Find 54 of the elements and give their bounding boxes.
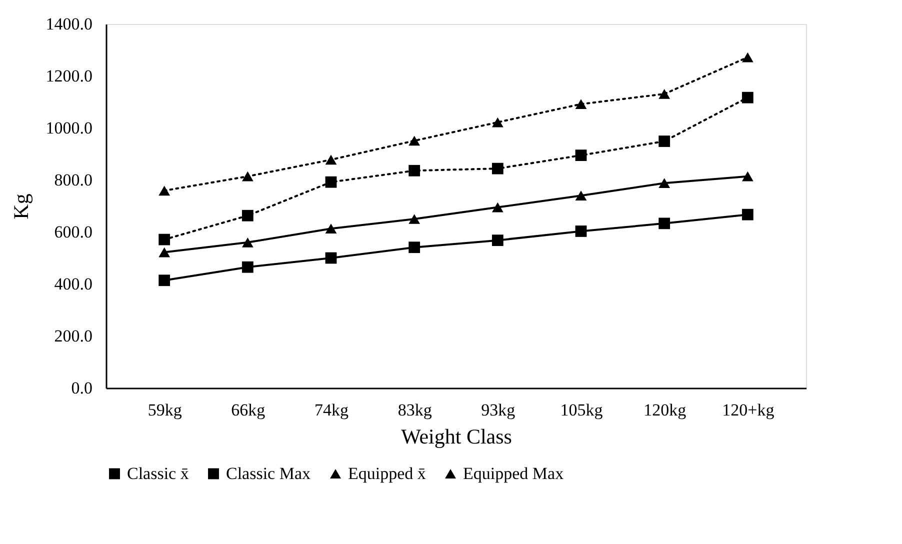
point [408, 136, 420, 146]
x-tick-label: 93kg [481, 400, 516, 420]
point [575, 99, 587, 110]
x-tick-label: 83kg [398, 400, 432, 420]
point [492, 117, 504, 128]
point [492, 162, 504, 174]
legend-label: Classic x̄ [127, 464, 190, 483]
x-tick-label: 120kg [644, 400, 687, 420]
point [158, 247, 170, 258]
y-tick-label: 400.0 [54, 274, 92, 294]
point [325, 154, 337, 165]
point [742, 52, 754, 62]
y-tick-label: 0.0 [71, 378, 92, 398]
point [242, 237, 254, 248]
point [242, 210, 254, 222]
point [492, 202, 504, 212]
point [575, 190, 587, 201]
y-tick-label: 800.0 [54, 170, 92, 190]
y-axis-title: Kg [8, 193, 33, 220]
point [408, 214, 420, 224]
point [575, 226, 587, 237]
x-tick-label: 105kg [560, 400, 604, 420]
point [742, 171, 754, 182]
x-axis-title: Weight Class [401, 424, 512, 448]
point [242, 171, 254, 182]
point [158, 186, 170, 196]
point [242, 261, 254, 273]
point [408, 164, 420, 176]
x-tick-label: 120+kg [722, 400, 775, 420]
point [658, 89, 670, 99]
point [742, 92, 754, 104]
point [575, 150, 587, 161]
legend-label: Equipped Max [463, 464, 564, 483]
point [325, 252, 337, 264]
y-tick-label: 1200.0 [46, 66, 92, 86]
point [742, 208, 754, 220]
point [325, 224, 337, 234]
point [492, 234, 504, 246]
y-tick-label: 1400.0 [46, 14, 92, 34]
y-tick-label: 1000.0 [46, 118, 92, 138]
y-tick-label: 600.0 [54, 222, 92, 242]
x-tick-label: 66kg [231, 400, 266, 420]
point [325, 176, 337, 188]
point [658, 136, 670, 147]
y-tick-label: 200.0 [54, 326, 92, 346]
legend-label: Equipped x̄ [348, 464, 426, 483]
point [408, 242, 420, 254]
legend-label: Classic Max [226, 464, 312, 483]
x-tick-label: 74kg [314, 400, 349, 420]
x-tick-label: 59kg [148, 400, 182, 420]
point [158, 274, 170, 286]
point [658, 218, 670, 230]
point [158, 234, 170, 246]
point [658, 178, 670, 188]
